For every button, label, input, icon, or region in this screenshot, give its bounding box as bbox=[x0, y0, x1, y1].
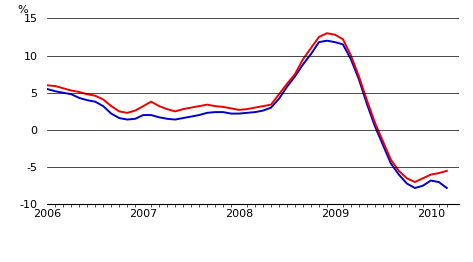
Hoito- ja kunnossapitokoneet bbox=[436, 172, 442, 175]
Hoito- ja kunnossapitokoneet bbox=[444, 169, 450, 172]
Maarakennuskoneet bbox=[444, 187, 450, 190]
Hoito- ja kunnossapitokoneet bbox=[44, 84, 50, 87]
Hoito- ja kunnossapitokoneet bbox=[340, 38, 346, 41]
Hoito- ja kunnossapitokoneet bbox=[164, 107, 170, 111]
Maarakennuskoneet bbox=[340, 43, 346, 46]
Hoito- ja kunnossapitokoneet bbox=[412, 181, 418, 184]
Hoito- ja kunnossapitokoneet bbox=[324, 32, 330, 35]
Maarakennuskoneet bbox=[172, 118, 178, 121]
Y-axis label: %: % bbox=[18, 5, 28, 15]
Hoito- ja kunnossapitokoneet bbox=[132, 109, 138, 112]
Maarakennuskoneet bbox=[436, 181, 442, 184]
Line: Maarakennuskoneet: Maarakennuskoneet bbox=[47, 41, 447, 188]
Line: Hoito- ja kunnossapitokoneet: Hoito- ja kunnossapitokoneet bbox=[47, 33, 447, 182]
Hoito- ja kunnossapitokoneet bbox=[308, 47, 314, 50]
Maarakennuskoneet bbox=[412, 187, 418, 190]
Hoito- ja kunnossapitokoneet bbox=[172, 110, 178, 113]
Maarakennuskoneet bbox=[132, 117, 138, 120]
Maarakennuskoneet bbox=[324, 39, 330, 42]
Maarakennuskoneet bbox=[308, 52, 314, 56]
Maarakennuskoneet bbox=[164, 117, 170, 120]
Maarakennuskoneet bbox=[44, 88, 50, 91]
